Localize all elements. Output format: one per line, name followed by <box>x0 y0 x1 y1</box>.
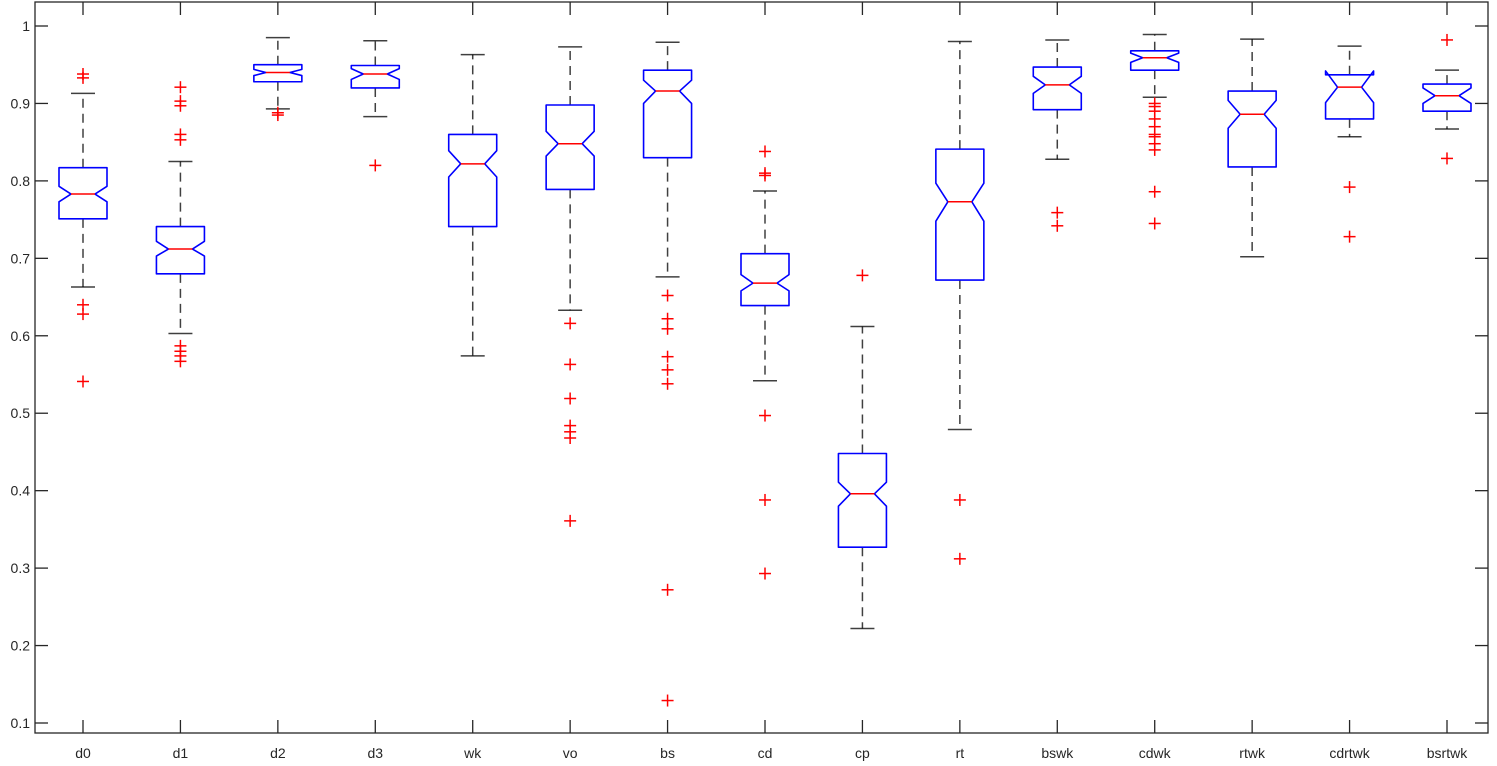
y-tick-label: 0.3 <box>11 560 31 576</box>
outlier-marker <box>174 133 187 146</box>
box-vo <box>545 46 595 527</box>
y-tick-label: 0.1 <box>11 715 31 731</box>
box-rtwk <box>1227 38 1277 258</box>
outlier-marker <box>759 493 771 506</box>
box-d2 <box>253 36 303 122</box>
outlier-marker <box>1051 219 1064 232</box>
notched-box <box>58 166 108 220</box>
notched-box <box>350 64 401 89</box>
y-tick-label: 1 <box>22 18 30 34</box>
outlier-marker <box>661 377 674 390</box>
box-cdwk <box>1129 33 1180 230</box>
box-cp <box>837 269 888 630</box>
notched-box <box>545 104 595 191</box>
notched-box <box>642 69 693 159</box>
notched-box <box>935 148 985 281</box>
notched-box <box>740 252 790 307</box>
outlier-marker <box>661 694 674 707</box>
outlier-marker <box>271 109 284 122</box>
x-tick-label: d1 <box>173 745 189 761</box>
notched-box <box>1227 90 1277 168</box>
box-cd <box>740 145 790 580</box>
x-tick-label: d3 <box>367 745 383 761</box>
outlier-marker <box>77 375 89 388</box>
outlier-marker <box>1441 33 1453 46</box>
notched-box <box>1324 70 1375 120</box>
box-series <box>58 33 1472 707</box>
outlier-marker <box>661 312 674 325</box>
x-tick-label: vo <box>563 745 578 761</box>
box-d0 <box>58 68 108 388</box>
y-tick-label: 0.5 <box>11 405 31 421</box>
box-bswk <box>1032 39 1083 232</box>
box-bsrtwk <box>1422 33 1472 165</box>
x-tick-label: bswk <box>1041 745 1074 761</box>
box-cdrtwk <box>1324 45 1375 243</box>
box-rt <box>935 40 985 565</box>
y-tick-label: 0.7 <box>11 250 31 266</box>
notched-box <box>1129 49 1180 71</box>
outlier-marker <box>759 169 771 182</box>
outlier-marker <box>661 289 674 302</box>
outlier-marker <box>1148 185 1161 198</box>
box-wk <box>447 53 498 357</box>
y-tick-label: 0.8 <box>11 173 31 189</box>
outlier-marker <box>174 355 187 368</box>
notched-box <box>837 452 888 549</box>
outlier-marker <box>759 567 771 580</box>
outlier-marker <box>1343 181 1356 194</box>
outlier-marker <box>1051 206 1064 219</box>
outlier-marker <box>759 409 771 422</box>
outlier-marker <box>1343 230 1356 243</box>
y-tick-label: 0.6 <box>11 328 31 344</box>
notched-box <box>155 225 206 275</box>
x-tick-label: rtwk <box>1239 745 1266 761</box>
outlier-marker <box>759 145 771 158</box>
outlier-marker <box>661 583 674 596</box>
y-tick-label: 0.2 <box>11 638 31 654</box>
outlier-marker <box>661 363 674 376</box>
outlier-marker <box>77 308 89 321</box>
x-tick-label: wk <box>463 745 482 761</box>
outlier-marker <box>564 358 577 371</box>
box-bs <box>642 41 693 707</box>
outlier-marker <box>174 99 187 112</box>
outlier-marker <box>77 71 89 84</box>
outlier-marker <box>564 317 577 330</box>
notched-box <box>1422 83 1472 112</box>
outlier-marker <box>661 350 674 363</box>
notched-box <box>1032 66 1083 111</box>
outlier-marker <box>856 269 869 282</box>
outlier-marker <box>369 159 382 172</box>
outlier-marker <box>953 552 966 565</box>
outlier-marker <box>174 81 187 94</box>
x-tick-label: cd <box>758 745 773 761</box>
axes: 0.1 0.2 0.3 0.4 0.5 0.6 0.7 0.8 0.9 1 d0 d1 d2 d3 wk vo… <box>11 1 1489 761</box>
y-tick-label: 0.4 <box>11 483 31 499</box>
x-tick-label: cdwk <box>1139 745 1172 761</box>
x-tick-label: d2 <box>270 745 286 761</box>
x-tick-label: bs <box>660 745 675 761</box>
notched-box <box>253 63 303 83</box>
x-tick-label: cp <box>855 745 870 761</box>
notched-box <box>447 133 498 228</box>
x-tick-label: rt <box>956 745 965 761</box>
x-tick-label: d0 <box>75 745 91 761</box>
outlier-marker <box>564 392 577 405</box>
outlier-marker <box>564 432 577 445</box>
outlier-marker <box>1148 217 1161 230</box>
outlier-marker <box>953 493 966 506</box>
y-tick-label: 0.9 <box>11 95 31 111</box>
box-d3 <box>350 39 401 172</box>
box-d1 <box>155 81 206 368</box>
outlier-marker <box>1148 143 1161 156</box>
outlier-marker <box>564 514 577 527</box>
plot-frame <box>34 1 1489 734</box>
outlier-marker <box>1441 152 1453 165</box>
outlier-marker <box>661 322 674 335</box>
x-tick-label: cdrtwk <box>1329 745 1370 761</box>
x-tick-label: bsrtwk <box>1427 745 1468 761</box>
